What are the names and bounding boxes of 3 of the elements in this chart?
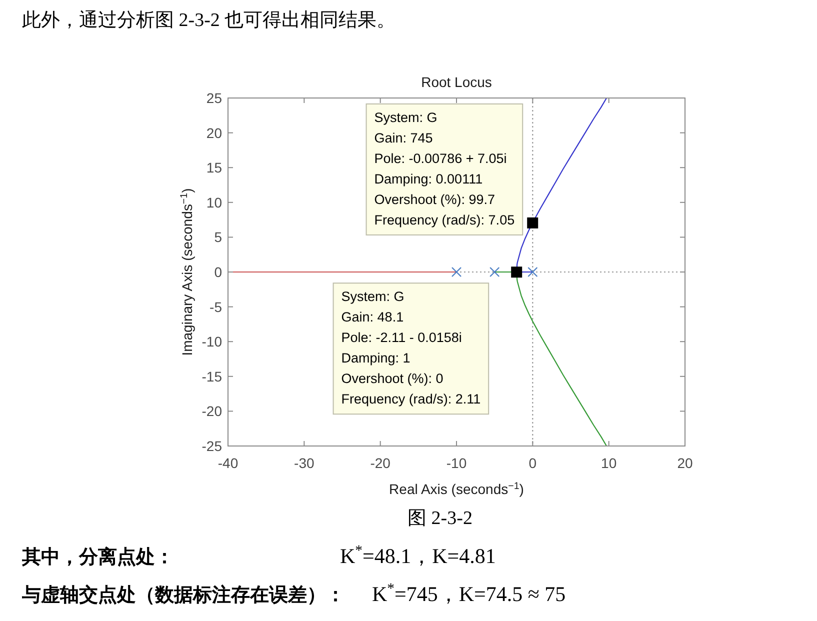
annotation: System: G Gain: 745 Pole: -0.00786 + 7.05i Damping: 0.00111 Overshoot (%): 99.7 Frequency (rad/s): 7.05 [374,110,515,228]
annotation: System: G Gain: 48.1 Pole: -2.11 - 0.0158i Damping: 1 Overshoot (%): 0 Frequency (rad/s): 2.11 [341,289,481,407]
title: Root Locus [421,74,492,90]
